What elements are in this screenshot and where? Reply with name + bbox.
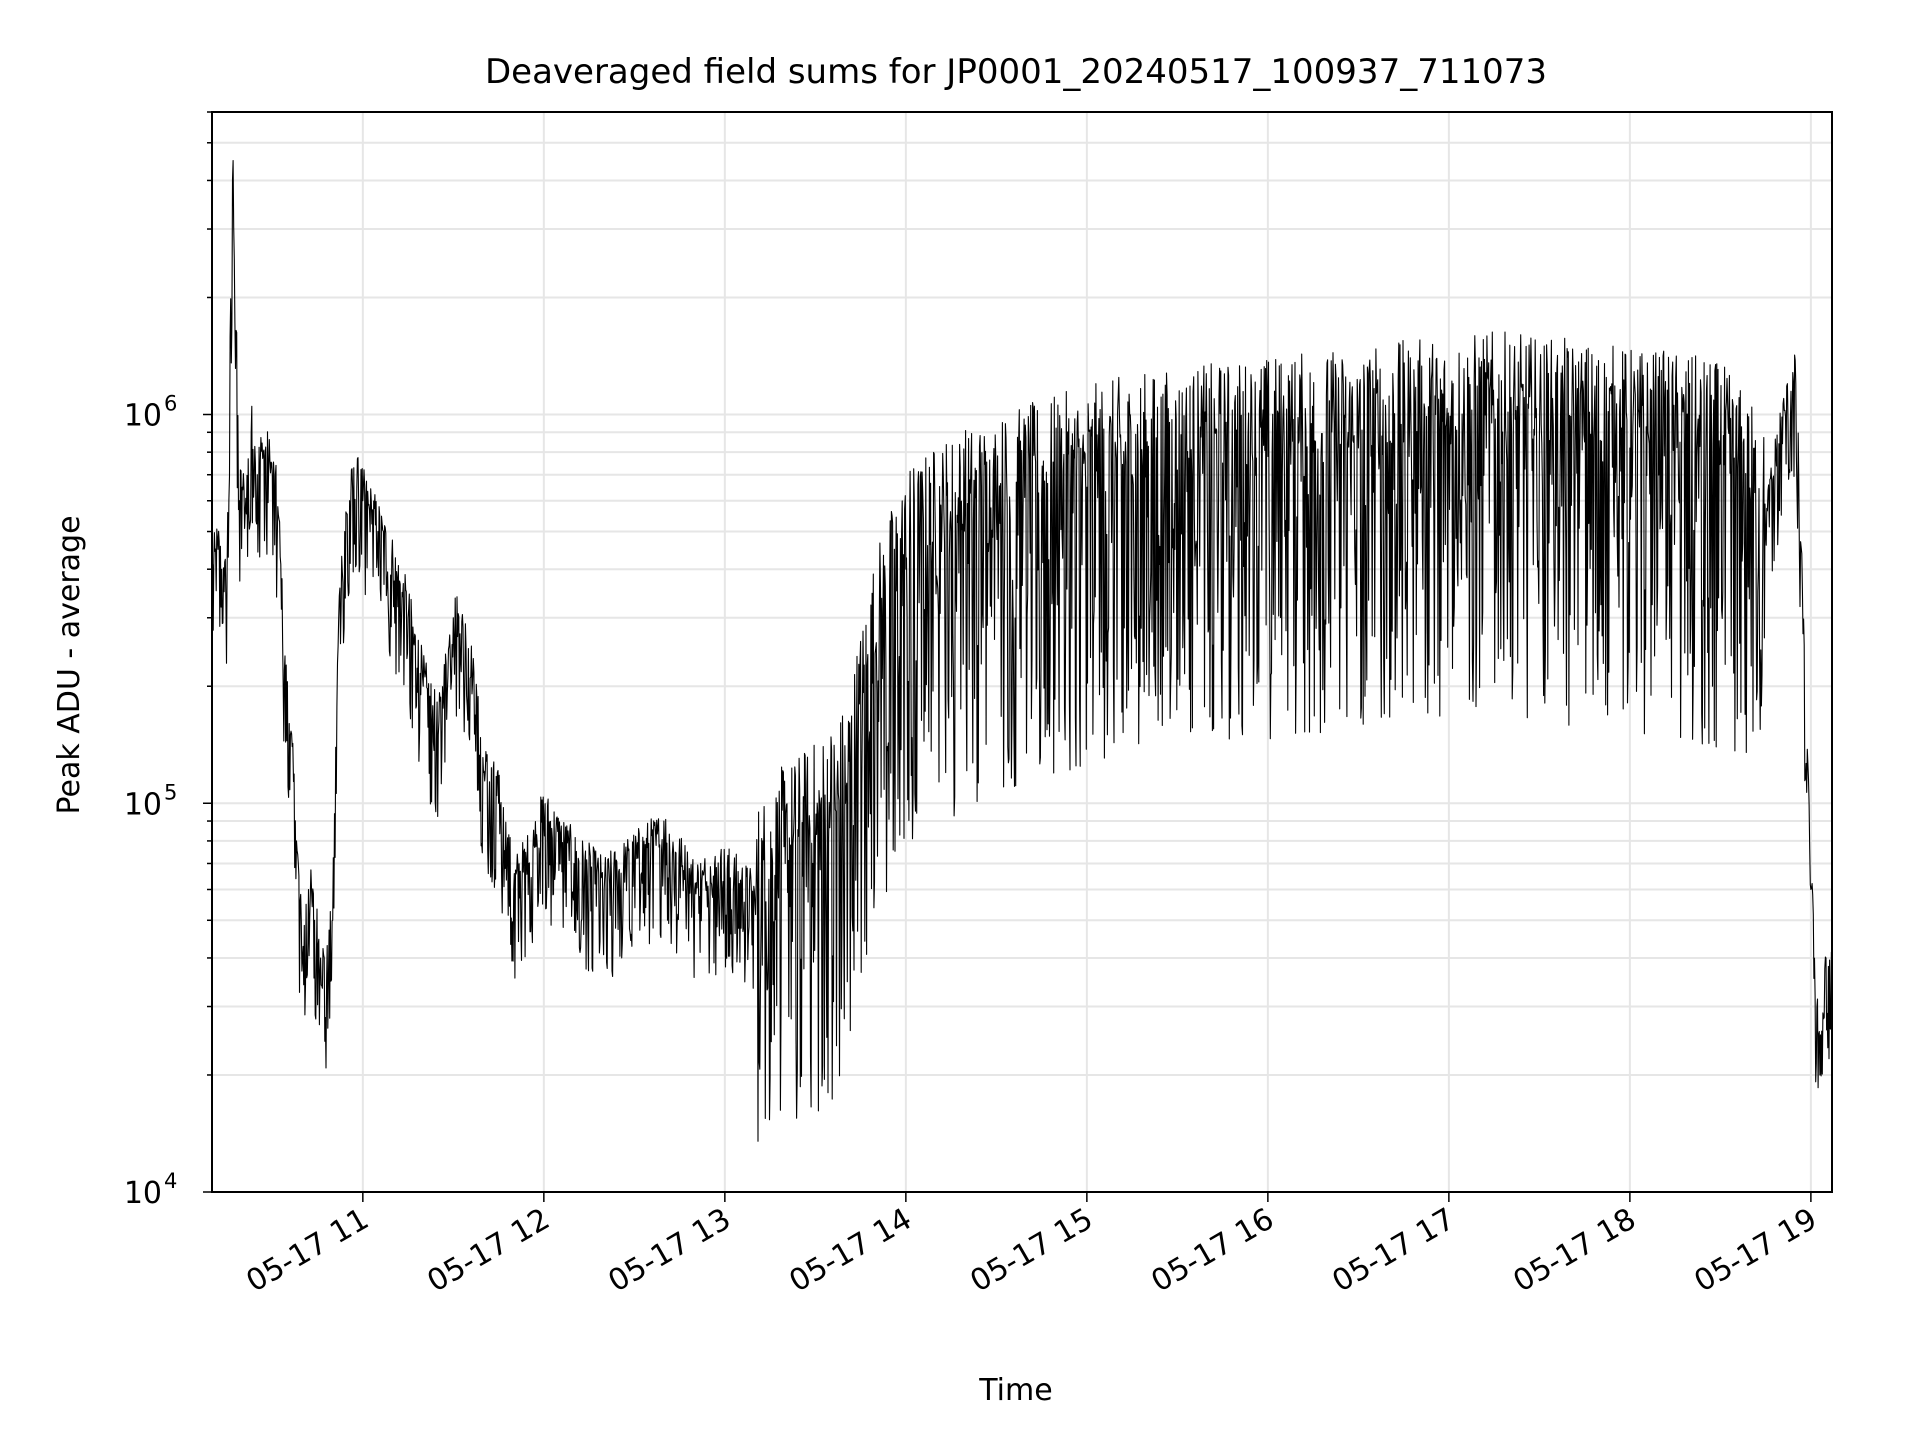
y-tick-label-exp: 6: [164, 392, 177, 416]
y-tick-label-base: 10: [124, 787, 162, 822]
y-tick-label-base: 10: [124, 1176, 162, 1211]
y-tick-label: 10 4: [124, 1169, 178, 1211]
y-tick-label: 10 5: [124, 780, 178, 822]
series-line: [211, 160, 1833, 1142]
y-axis-label: Peak ADU - average: [52, 515, 87, 814]
plot-area-frame: [211, 111, 1833, 1193]
y-tick-label: 10 6: [124, 392, 178, 434]
y-tick-label-base: 10: [124, 399, 162, 434]
y-tick-label-exp: 5: [164, 780, 177, 804]
chart-title: Deaveraged field sums for JP0001_2024051…: [485, 52, 1547, 92]
y-tick-label-exp: 4: [164, 1169, 177, 1193]
x-axis-label: Time: [978, 1373, 1052, 1408]
